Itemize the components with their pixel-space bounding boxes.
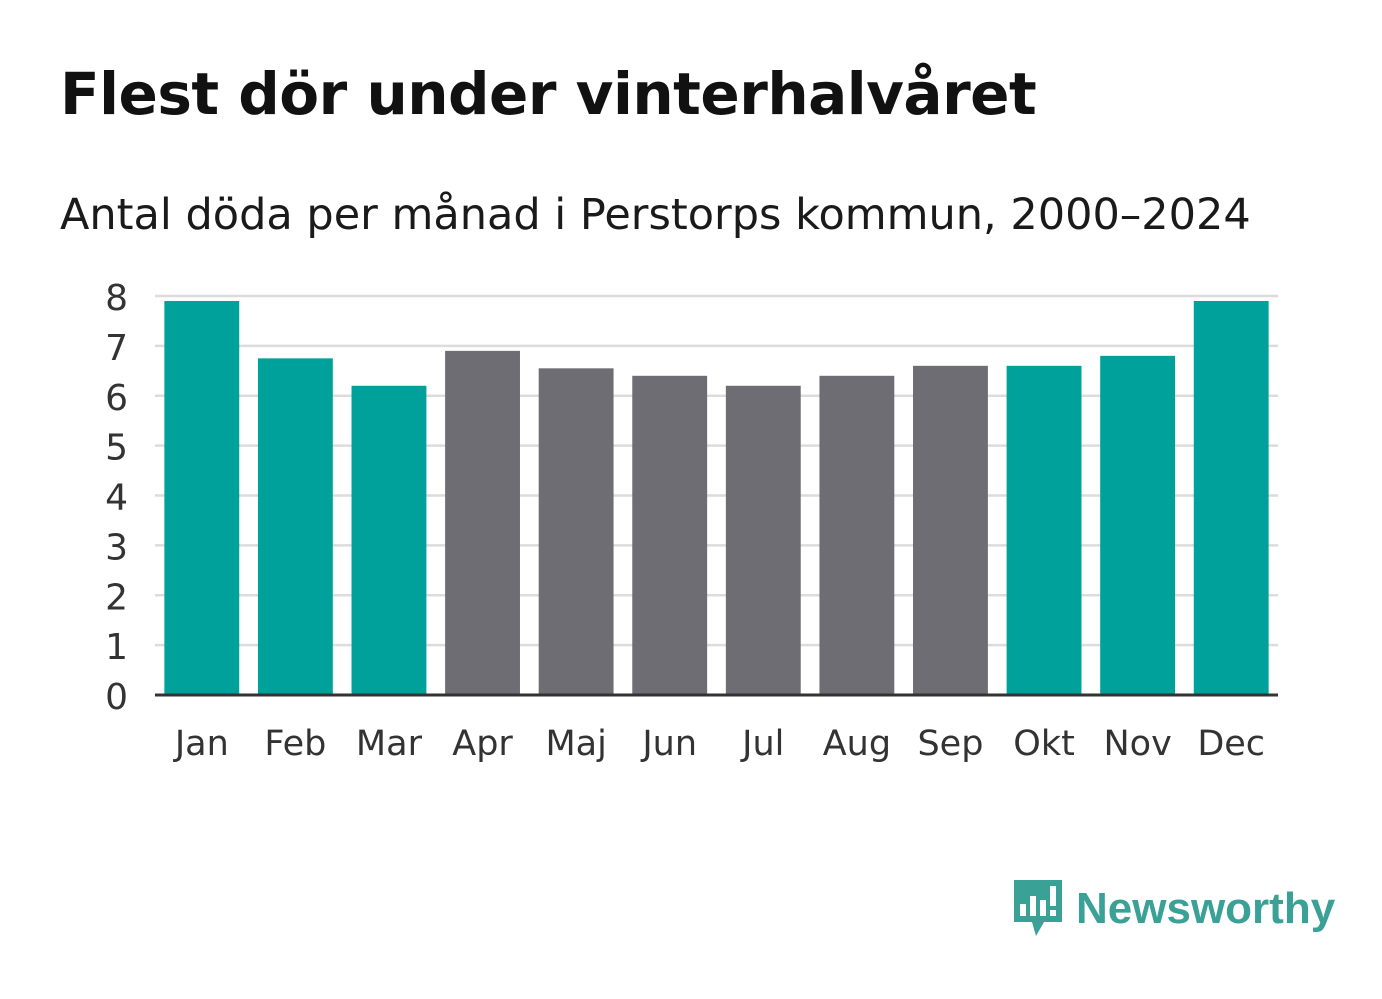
y-tick-label: 2	[105, 577, 128, 618]
y-tick-label: 7	[105, 328, 128, 369]
bar	[445, 350, 520, 695]
x-tick-label: Feb	[264, 724, 326, 764]
bar	[164, 300, 240, 695]
bar	[1100, 355, 1176, 695]
x-tick-label: Jul	[740, 724, 784, 764]
bar	[257, 358, 333, 695]
bar	[632, 375, 708, 695]
x-tick-label: Okt	[1013, 724, 1075, 764]
x-tick-label: Jan	[173, 724, 229, 764]
brand-name: Newsworthy	[1076, 884, 1336, 933]
bar	[351, 385, 427, 695]
bar	[725, 385, 801, 695]
x-tick-label: Jun	[640, 724, 697, 764]
x-tick-label: Nov	[1103, 724, 1171, 764]
y-tick-label: 5	[105, 428, 128, 469]
x-tick-label: Sep	[917, 724, 983, 764]
x-tick-label: Mar	[356, 724, 423, 764]
brand-logo: Newsworthy	[1010, 878, 1335, 940]
bar	[538, 368, 614, 695]
y-tick-label: 6	[105, 378, 128, 419]
chart-title: Flest dör under vinterhalvåret	[60, 60, 1037, 128]
x-tick-label: Aug	[823, 724, 891, 764]
bar	[913, 365, 988, 695]
y-tick-label: 1	[105, 627, 128, 668]
bar	[1193, 300, 1269, 695]
y-tick-label: 4	[105, 478, 128, 519]
newsworthy-logo-icon	[1014, 880, 1062, 936]
x-tick-label: Apr	[452, 724, 513, 764]
chart-subtitle: Antal döda per månad i Perstorps kommun,…	[60, 190, 1251, 240]
x-tick-label: Dec	[1197, 724, 1265, 764]
x-tick-label: Maj	[545, 724, 606, 764]
bar	[1006, 365, 1082, 695]
y-tick-label: 0	[105, 677, 128, 718]
y-tick-label: 3	[105, 527, 128, 568]
y-tick-label: 8	[105, 278, 128, 319]
bar	[819, 375, 895, 695]
